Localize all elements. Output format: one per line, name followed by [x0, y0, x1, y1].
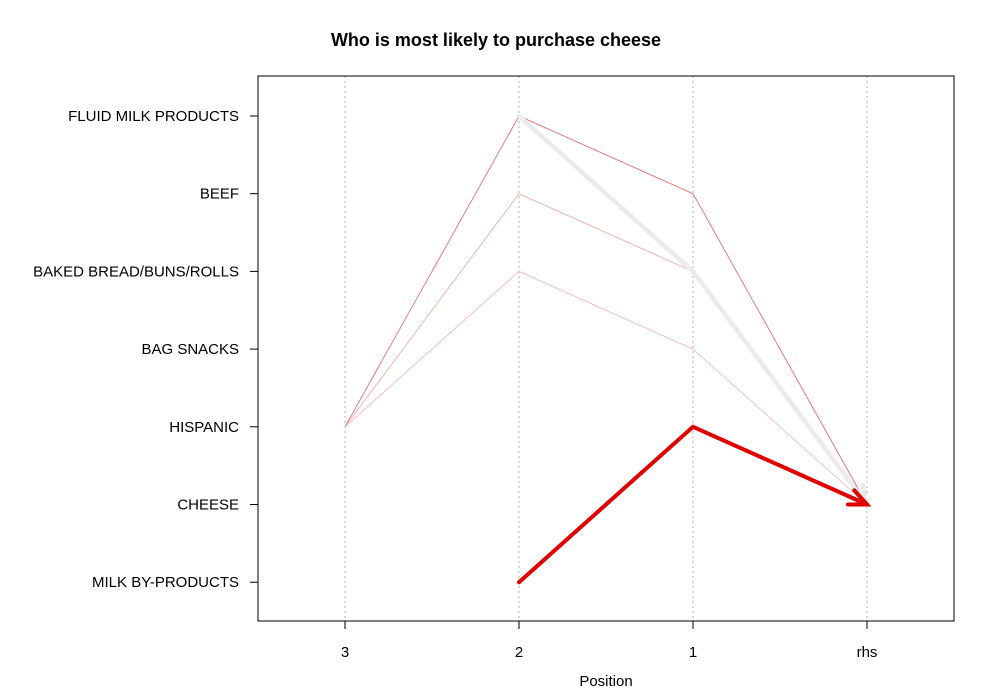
x-tick-label: rhs [857, 644, 878, 661]
x-tick-label: 3 [341, 644, 349, 661]
plot-frame [257, 75, 955, 622]
grid-lines [344, 76, 868, 621]
rule-line-4 [516, 113, 870, 507]
y-tick-label: CHEESE [177, 497, 239, 514]
rule-line-1 [344, 115, 868, 505]
y-tick-label: BEEF [200, 186, 239, 203]
y-tick-label: HISPANIC [169, 419, 239, 436]
y-tick-label: FLUID MILK PRODUCTS [68, 108, 239, 125]
x-axis: 3 2 1 rhs [341, 621, 878, 661]
chart-title: Who is most likely to purchase cheese [331, 30, 661, 50]
y-tick-label: BAG SNACKS [141, 341, 239, 358]
y-axis: FLUID MILK PRODUCTS BEEF BAKED BREAD/BUNS/… [33, 108, 258, 591]
x-tick-label: 2 [515, 644, 523, 661]
y-tick-label: MILK BY-PRODUCTS [92, 574, 239, 591]
x-tick-label: 1 [689, 644, 697, 661]
rule-arrowhead-5 [846, 488, 872, 507]
rule-line-3 [344, 270, 868, 505]
y-tick-label: BAKED BREAD/BUNS/ROLLS [33, 263, 239, 280]
rule-lines [344, 113, 872, 585]
rule-line-2 [344, 193, 868, 505]
x-axis-title: Position [579, 673, 632, 690]
rule-line-5 [517, 424, 869, 585]
